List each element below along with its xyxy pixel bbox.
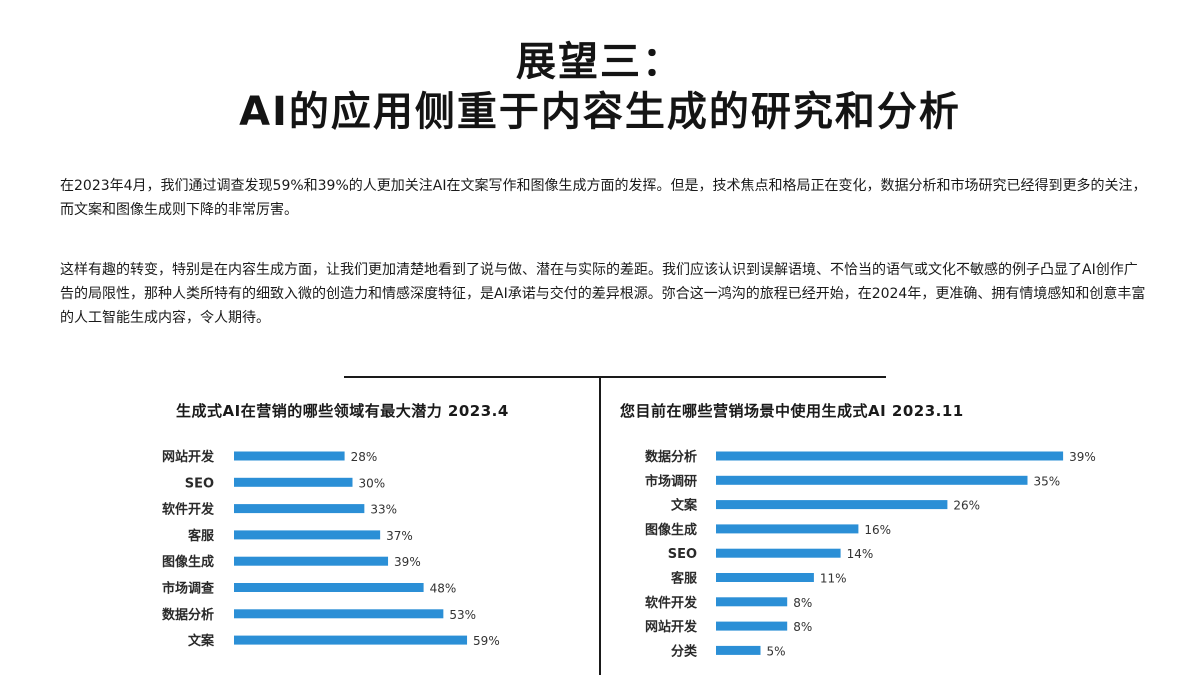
chart-left: 网站开发 28% SEO 30% 软件开发 33% 客服 37% 图像生成 39% 市场调查 48% 数… xyxy=(162,449,500,649)
value-label: 53% xyxy=(449,608,476,622)
category-label: 市场调研 xyxy=(645,473,697,489)
bar xyxy=(716,524,859,534)
bar xyxy=(716,621,788,631)
value-label: 26% xyxy=(953,499,980,513)
value-label: 33% xyxy=(370,503,397,517)
bar xyxy=(716,645,761,655)
category-label: 文案 xyxy=(188,633,215,649)
bar xyxy=(234,477,353,487)
bar xyxy=(234,556,389,566)
value-label: 37% xyxy=(386,529,413,543)
category-label: 市场调查 xyxy=(162,581,215,597)
paragraph-1: 在2023年4月，我们通过调查发现59%和39%的人更加关注AI在文案写作和图像… xyxy=(60,178,1147,218)
category-label: 网站开发 xyxy=(162,449,215,465)
chart-right-title: 您目前在哪些营销场景中使用生成式AI 2023.11 xyxy=(620,402,964,420)
bar xyxy=(716,475,1028,485)
bar xyxy=(234,530,381,540)
category-label: 数据分析 xyxy=(645,449,697,465)
category-label: 客服 xyxy=(671,571,698,587)
page-title-line2: AI的应用侧重于内容生成的研究和分析 xyxy=(239,89,961,135)
value-label: 59% xyxy=(473,634,500,648)
category-label: 分类 xyxy=(671,643,698,659)
category-label: 数据分析 xyxy=(162,607,214,623)
category-label: 文案 xyxy=(671,498,698,514)
value-label: 39% xyxy=(1069,450,1096,464)
category-label: SEO xyxy=(185,476,214,491)
bar xyxy=(716,500,948,510)
value-label: 5% xyxy=(767,644,786,658)
value-label: 8% xyxy=(793,596,812,610)
category-label: 客服 xyxy=(188,528,215,544)
bar xyxy=(716,451,1064,461)
bar xyxy=(716,597,788,607)
value-label: 39% xyxy=(394,555,421,569)
bar xyxy=(716,573,814,582)
chart-left-title: 生成式AI在营销的哪些领域有最大潜力 2023.4 xyxy=(176,402,509,420)
value-label: 30% xyxy=(359,476,386,490)
bar xyxy=(234,451,345,461)
value-label: 35% xyxy=(1034,474,1061,488)
category-label: 图像生成 xyxy=(162,554,214,570)
category-label: 软件开发 xyxy=(162,502,215,518)
bar xyxy=(234,504,365,514)
value-label: 48% xyxy=(430,582,457,596)
paragraph-2: 这样有趣的转变，特别是在内容生成方面，让我们更加清楚地看到了说与做、潜在与实际的… xyxy=(60,262,1146,326)
value-label: 16% xyxy=(864,523,891,537)
bar xyxy=(234,635,468,645)
bar xyxy=(234,583,424,592)
chart-divider xyxy=(599,378,601,675)
value-label: 8% xyxy=(793,620,812,634)
category-label: 网站开发 xyxy=(645,619,698,635)
category-label: 图像生成 xyxy=(645,522,697,538)
category-label: 软件开发 xyxy=(645,595,698,611)
bar xyxy=(234,609,444,619)
value-label: 14% xyxy=(847,547,874,561)
bar xyxy=(716,548,841,558)
chart-top-rule xyxy=(344,376,886,378)
page-title-line1: 展望三： xyxy=(516,39,684,85)
category-label: SEO xyxy=(668,547,697,562)
value-label: 11% xyxy=(820,572,847,586)
value-label: 28% xyxy=(351,450,378,464)
